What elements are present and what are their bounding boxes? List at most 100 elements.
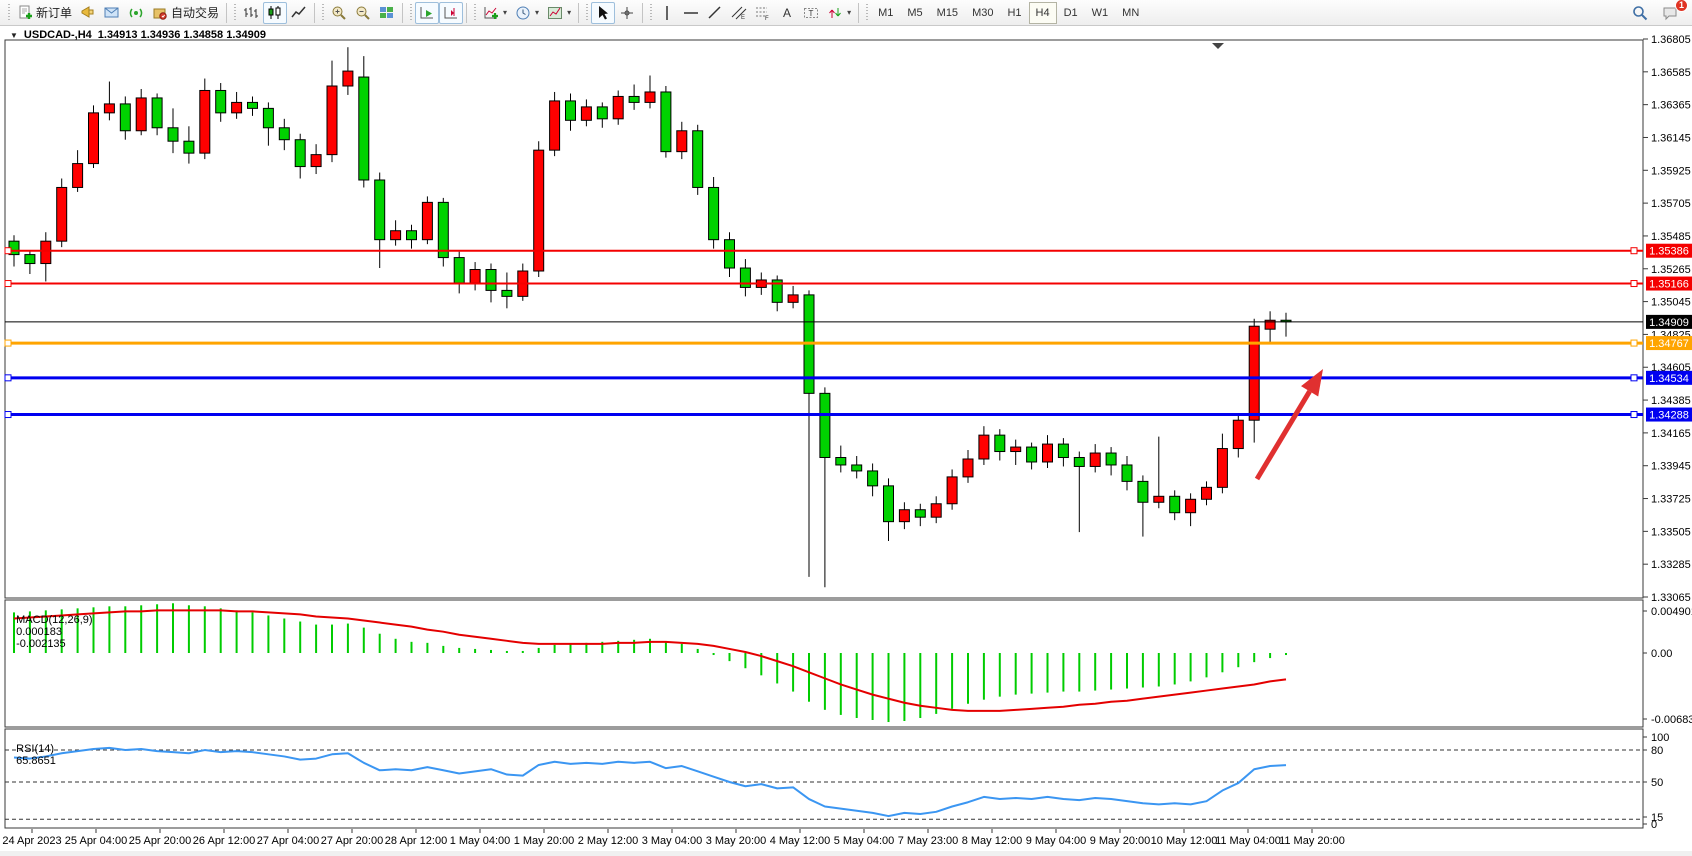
macd-label: MACD(12,26,9) 0.000183 -0.002135: [10, 602, 93, 650]
time-tick-label: 11 May 20:00: [1279, 835, 1345, 847]
search-button[interactable]: [1628, 2, 1652, 24]
candle-chart-mode-button[interactable]: [263, 1, 288, 24]
templates-button[interactable]: ▾: [543, 2, 575, 24]
candle-body: [437, 201, 449, 259]
price-tick-label: 1.35265: [1651, 264, 1691, 276]
line-handle[interactable]: [1630, 339, 1638, 347]
cursor-button[interactable]: [591, 1, 616, 24]
candle-body: [294, 139, 306, 168]
dropdown-arrow-icon[interactable]: ▾: [567, 8, 572, 17]
tf-h1-button[interactable]: H1: [1000, 2, 1028, 24]
arrows-icon: [827, 5, 843, 21]
tf-m15-button[interactable]: M15: [930, 2, 965, 24]
toolbar-separator: [858, 2, 860, 23]
dropdown-arrow-icon[interactable]: ▾: [535, 8, 540, 17]
candle-body: [978, 434, 990, 460]
time-tick-label: 8 May 12:00: [962, 835, 1023, 847]
rsi-name: RSI(14): [16, 743, 55, 755]
news-signal-button[interactable]: [124, 2, 148, 24]
mailbox-button[interactable]: [100, 2, 124, 24]
time-tick-label: 26 Apr 12:00: [193, 835, 255, 847]
auto-scroll-button[interactable]: [415, 1, 440, 24]
toolbar-grip: [6, 3, 11, 22]
tf-m30-button[interactable]: M30: [965, 2, 1000, 24]
tf-m5-button[interactable]: M5: [900, 2, 929, 24]
bar-chart-mode-button[interactable]: [239, 2, 263, 24]
line-handle[interactable]: [1630, 280, 1638, 288]
new-order-button[interactable]: 新订单: [13, 2, 76, 24]
price-tick-label: 1.33725: [1651, 494, 1691, 506]
dropdown-arrow-icon[interactable]: ▾: [503, 8, 508, 17]
tf-m1-label: M1: [878, 6, 894, 19]
candle-body: [199, 89, 211, 154]
rsi-tick-label: 0: [1651, 819, 1657, 831]
arrows-tool-button[interactable]: ▾: [823, 2, 855, 24]
trend-arrow[interactable]: [1254, 390, 1312, 481]
vertical-line-tool-button[interactable]: [655, 2, 679, 24]
fibo-icon: F: [755, 5, 771, 21]
new-order-label: 新订单: [36, 6, 73, 20]
time-tick-label: 2 May 12:00: [578, 835, 639, 847]
candle-body: [56, 186, 68, 242]
candle-body: [215, 89, 227, 114]
line-handle[interactable]: [1630, 411, 1638, 419]
candle-body: [708, 186, 720, 241]
label-tool-button[interactable]: T: [799, 2, 823, 24]
tf-m1-button[interactable]: M1: [871, 2, 900, 24]
tf-w1-button[interactable]: W1: [1085, 2, 1116, 24]
chart-title-bar: ▼ USDCAD-,H4 1.34913 1.34936 1.34858 1.3…: [10, 29, 266, 41]
crosshair-button[interactable]: [615, 2, 639, 24]
tf-d1-button[interactable]: D1: [1057, 2, 1085, 24]
price-tick-label: 1.33285: [1651, 559, 1691, 571]
candle-body: [1026, 446, 1038, 463]
fibonacci-tool-button[interactable]: F: [751, 2, 775, 24]
tile-windows-button[interactable]: [375, 2, 399, 24]
toolbar-grip: [648, 3, 654, 22]
channel-tool-button[interactable]: E: [727, 2, 751, 24]
line-handle[interactable]: [4, 374, 12, 382]
horizontal-line-tool-button[interactable]: [679, 2, 703, 24]
candle-body: [390, 230, 402, 241]
chart-collapse-icon[interactable]: ▼: [10, 30, 18, 40]
rsi-value: 65.8651: [16, 755, 56, 767]
tf-w1-label: W1: [1091, 6, 1109, 19]
alerts-button[interactable]: [76, 2, 100, 24]
crosshair-icon: [619, 5, 635, 21]
candle-body: [1264, 319, 1276, 330]
toolbar-separator: [314, 2, 316, 23]
line-chart-mode-button[interactable]: [287, 2, 311, 24]
price-tag-label: 1.34767: [1649, 338, 1689, 350]
line-handle[interactable]: [4, 411, 12, 419]
line-handle[interactable]: [4, 339, 12, 347]
line-handle[interactable]: [1630, 374, 1638, 382]
tf-h4-button[interactable]: H4: [1028, 1, 1057, 24]
candle-body: [533, 149, 545, 272]
indicators-button[interactable]: ▾: [479, 2, 511, 24]
dropdown-arrow-icon[interactable]: ▾: [847, 8, 852, 17]
candle-body: [739, 267, 751, 288]
line-handle[interactable]: [1630, 247, 1638, 255]
candle-body: [1169, 495, 1181, 514]
zoom-out-button[interactable]: [351, 2, 375, 24]
zoom-in-button[interactable]: [327, 2, 351, 24]
trend-arrow-head[interactable]: [1301, 369, 1323, 397]
trendline-tool-button[interactable]: [703, 2, 727, 24]
line-handle[interactable]: [4, 247, 12, 255]
candle-body: [1232, 419, 1244, 450]
line-handle[interactable]: [4, 280, 12, 288]
chart-shift-button[interactable]: [439, 1, 464, 24]
price-tick-label: 1.35045: [1651, 297, 1691, 309]
chat-button[interactable]: 1: [1658, 0, 1688, 24]
tf-mn-button[interactable]: MN: [1115, 2, 1146, 24]
auto-trading-button[interactable]: 自动交易: [148, 2, 223, 24]
text-tool-button[interactable]: A: [775, 2, 799, 24]
toolbar-separator: [226, 2, 228, 23]
candle-body: [1153, 495, 1165, 503]
periods-button[interactable]: ▾: [511, 2, 543, 24]
macd-name: MACD(12,26,9): [16, 614, 93, 626]
candle-body: [946, 476, 958, 505]
timeframe-group: M1 M5 M15 M30 H1 H4 D1 W1 MN: [871, 1, 1146, 25]
candle-body: [485, 269, 497, 291]
candle-body: [835, 457, 847, 466]
